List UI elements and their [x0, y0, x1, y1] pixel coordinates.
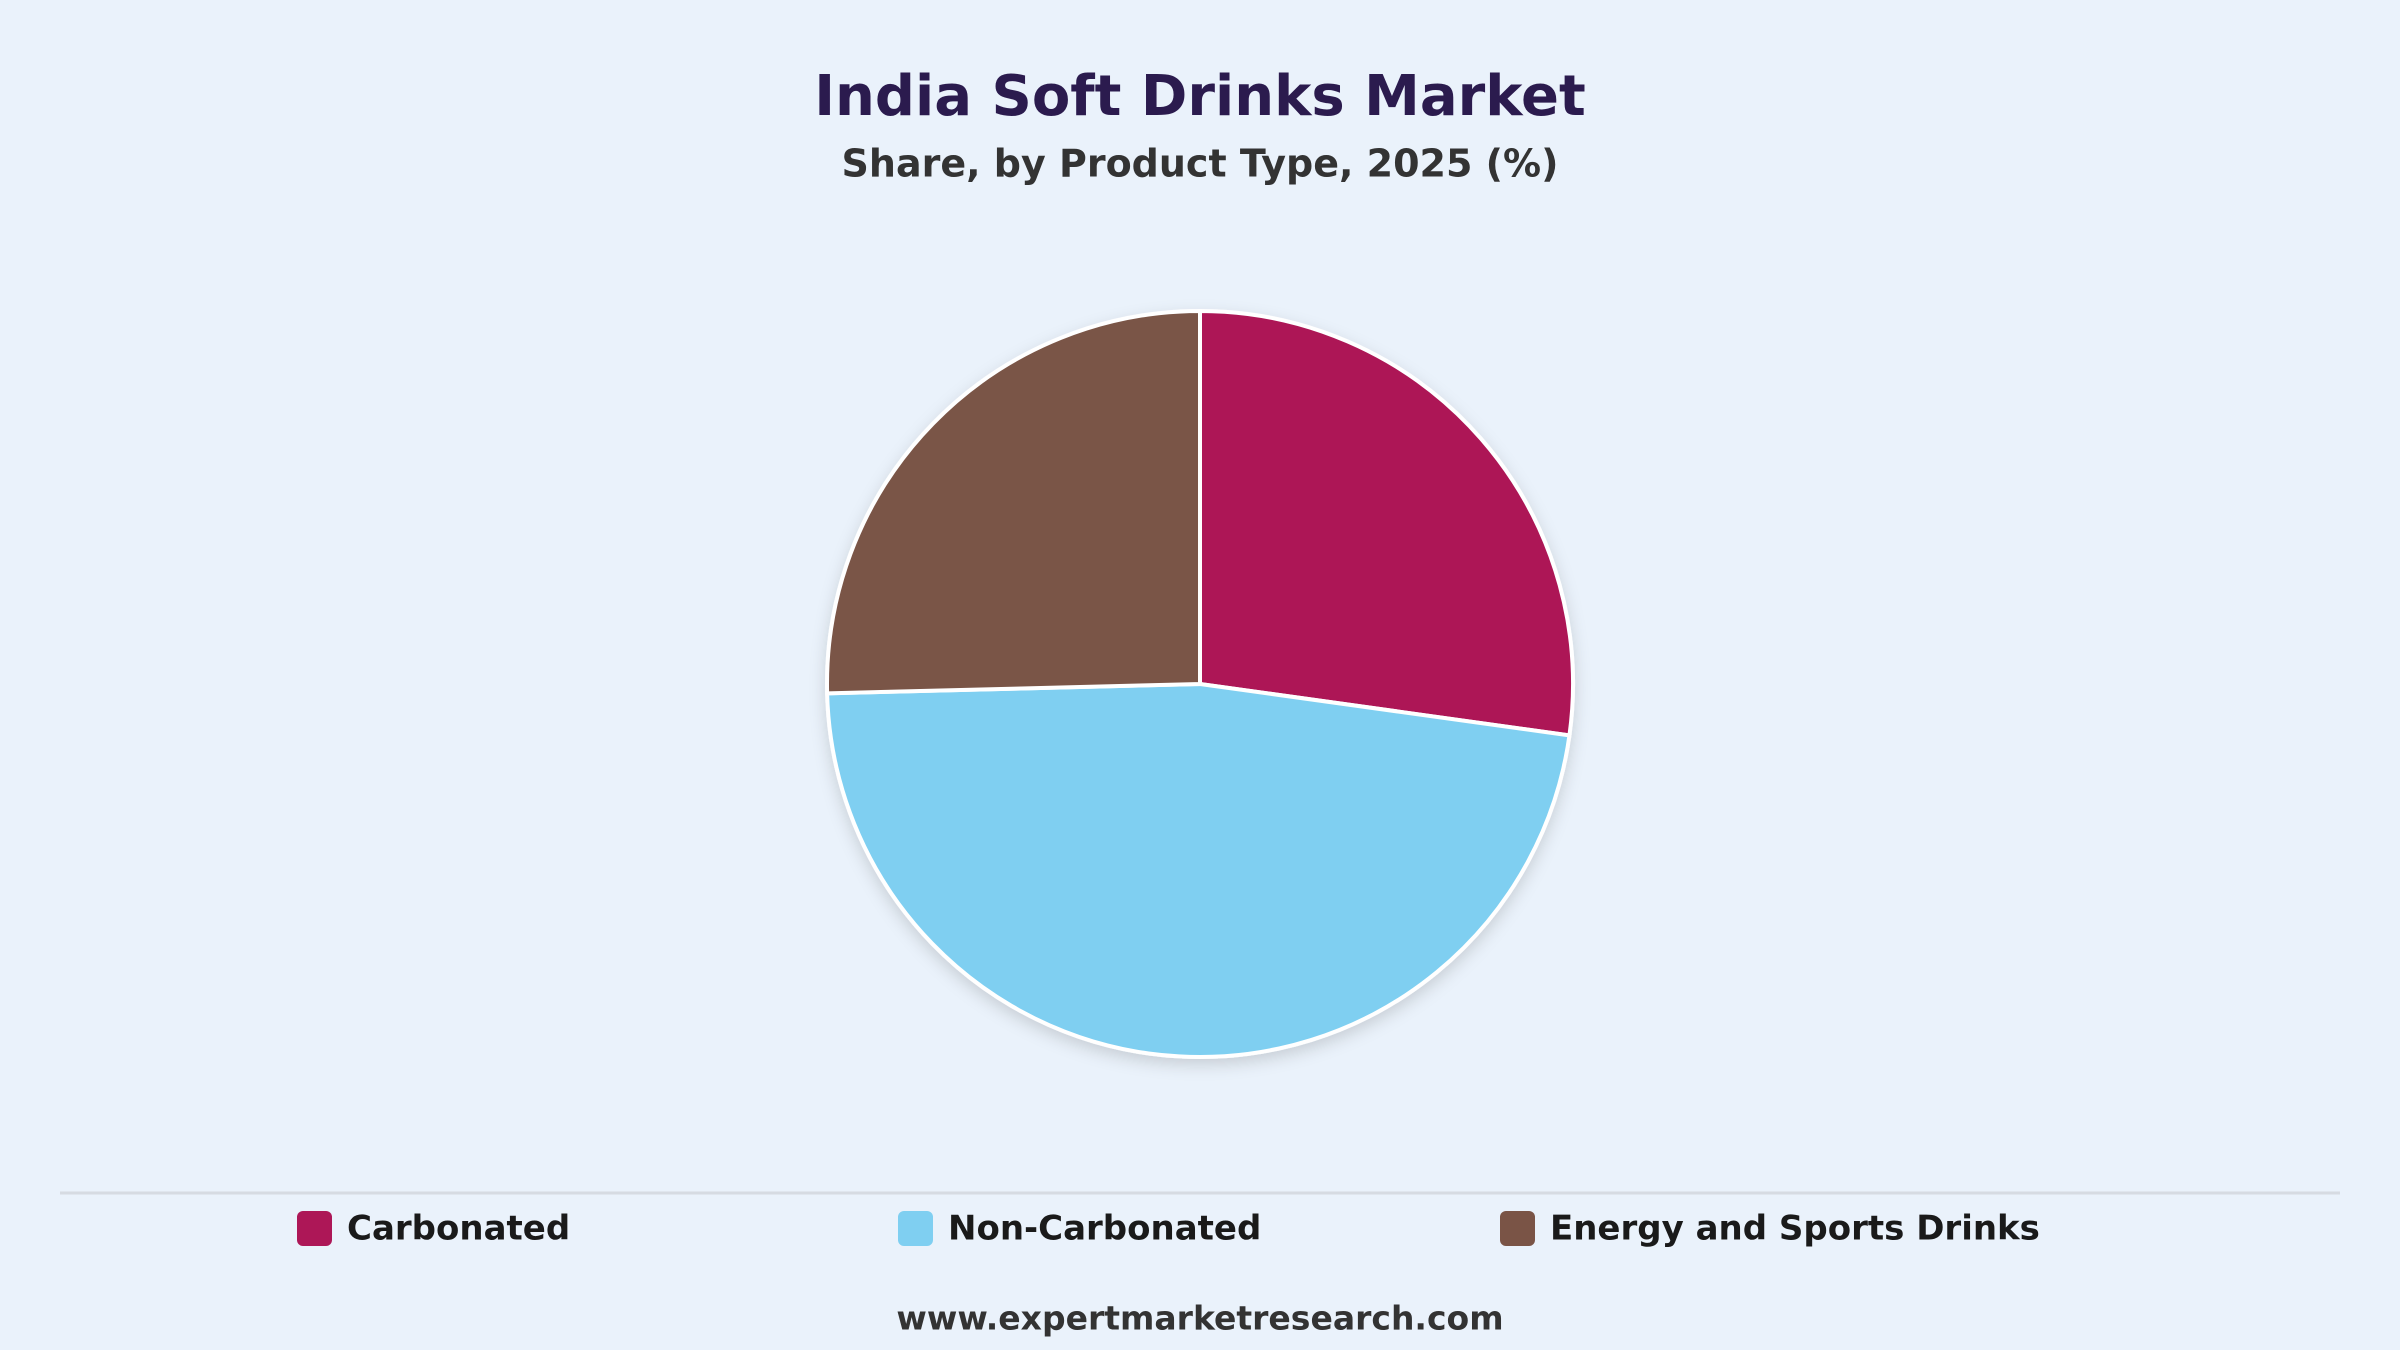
legend-label: Energy and Sports Drinks [1550, 1209, 2040, 1249]
legend-label: Non-Carbonated [948, 1209, 1261, 1249]
chart-subtitle: Share, by Product Type, 2025 (%) [842, 142, 1559, 186]
pie-slice [825, 681, 1572, 1059]
pie-slice [825, 308, 1202, 696]
legend: Carbonated Non-Carbonated Energy and Sport… [297, 1209, 2040, 1249]
pie-slice [1198, 308, 1575, 738]
legend-swatch [898, 1211, 933, 1246]
legend-swatch [1500, 1211, 1535, 1246]
chart-title: India Soft Drinks Market [814, 64, 1586, 129]
pie [825, 308, 1575, 1059]
legend-swatch [297, 1211, 332, 1246]
source: www.expertmarketresearch.com [896, 1299, 1503, 1338]
legend-label: Carbonated [347, 1209, 570, 1249]
